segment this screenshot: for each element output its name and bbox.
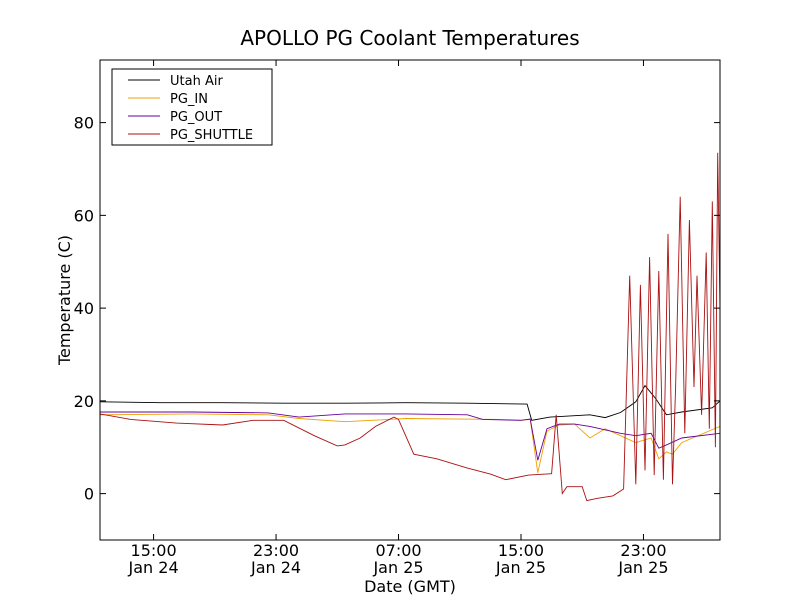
y-tick-label: 20 (74, 392, 94, 411)
legend-box (111, 68, 273, 146)
x-tick-label-time: 15:00 (131, 541, 177, 560)
x-tick-label-date: Jan 24 (250, 558, 301, 577)
legend-label: PG_SHUTTLE (170, 128, 253, 143)
legend-label: PG_OUT (170, 110, 222, 125)
y-tick-label: 0 (84, 485, 94, 504)
x-tick-label-date: Jan 25 (372, 558, 423, 577)
y-tick-label: 60 (74, 206, 94, 225)
chart-title: APOLLO PG Coolant Temperatures (240, 26, 579, 50)
x-tick-label-time: 23:00 (253, 541, 299, 560)
legend: Utah Air PG_IN PG_OUT PG_SHUTTLE (111, 68, 273, 146)
series-line-pg-in (100, 413, 720, 473)
x-tick-label-date: Jan 24 (128, 558, 179, 577)
x-tick-label-time: 23:00 (620, 541, 666, 560)
x-tick-label-time: 15:00 (498, 541, 544, 560)
x-axis-label: Date (GMT) (364, 577, 456, 596)
y-tick-label: 80 (74, 114, 94, 133)
x-tick-label-date: Jan 25 (495, 558, 546, 577)
series-line-pg-shuttle (100, 152, 720, 502)
plot-frame (99, 59, 721, 541)
series-line-utah-air (100, 384, 720, 421)
legend-label: PG_IN (170, 92, 208, 107)
legend-label: Utah Air (170, 74, 223, 89)
y-tick-label: 40 (74, 299, 94, 318)
x-tick-label-date: Jan 25 (617, 558, 668, 577)
x-tick-label-time: 07:00 (375, 541, 421, 560)
y-axis-label: Temperature (C) (55, 235, 74, 366)
